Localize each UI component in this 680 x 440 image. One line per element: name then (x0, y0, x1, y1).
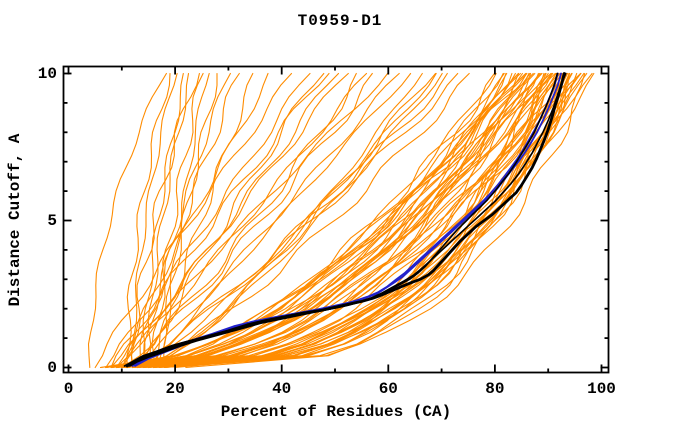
model-curve-16 (126, 72, 516, 369)
model-curve-39 (153, 72, 585, 369)
model-curve-78 (151, 72, 204, 369)
model-curve-70 (137, 72, 470, 369)
model-curve-53 (121, 72, 530, 369)
y-tick-label: 10 (37, 64, 57, 83)
y-tick-label: 0 (47, 358, 57, 377)
model-curve-30 (137, 72, 588, 369)
model-curve-71 (110, 72, 340, 369)
x-tick-label: 100 (587, 380, 616, 398)
model-curve-89 (94, 72, 293, 369)
model-curve-54 (174, 72, 582, 369)
model-curve-27 (126, 72, 531, 369)
model-curve-12 (163, 72, 593, 369)
model-curve-81 (147, 72, 190, 369)
model-curve-69 (121, 72, 389, 369)
x-tick-label: 0 (63, 380, 74, 398)
model-curve-72 (147, 72, 412, 369)
model-curve-65 (142, 72, 423, 369)
model-curve-14 (142, 72, 541, 369)
model-curve-11 (131, 72, 578, 369)
model-curve-13 (99, 72, 497, 369)
model-curve-34 (131, 72, 532, 369)
chart-title: T0959-D1 (297, 12, 383, 30)
x-tick-label: 80 (485, 380, 505, 398)
x-tick-label: 40 (272, 380, 292, 398)
model-curve-75 (142, 72, 325, 369)
model-curve-84 (126, 72, 171, 369)
model-curve-67 (105, 72, 311, 369)
model-curve-38 (126, 72, 495, 369)
model-curve-55 (131, 72, 557, 369)
model-curve-79 (131, 72, 178, 369)
x-axis-title: Percent of Residues (CA) (220, 403, 452, 421)
model-curve-56 (185, 72, 569, 369)
highlight-model-2 (134, 72, 562, 367)
model-curve-63 (126, 72, 373, 369)
model-curve-82 (137, 72, 240, 369)
model-curve-31 (121, 72, 547, 369)
best-model-thick (125, 72, 566, 368)
model-curve-57 (115, 72, 527, 369)
model-curve-74 (115, 72, 368, 369)
x-tick-label: 20 (165, 380, 185, 398)
model-curve-88 (121, 72, 269, 369)
model-curve-62 (147, 72, 443, 369)
model-curve-66 (131, 72, 459, 369)
model-curve-76 (131, 72, 437, 369)
y-tick-label: 5 (47, 211, 57, 230)
model-curve-22 (105, 72, 507, 369)
model-curve-85 (153, 72, 254, 369)
model-curve-50 (153, 72, 546, 369)
model-curve-77 (142, 72, 184, 369)
model-curve-46 (163, 72, 586, 369)
model-curve-90 (87, 72, 167, 369)
model-curve-51 (110, 72, 519, 369)
highlight-model-1 (131, 72, 559, 367)
model-curve-68 (153, 72, 437, 369)
model-curve-42 (121, 72, 554, 369)
plot-box (62, 65, 610, 374)
model-curve-36 (115, 72, 552, 369)
x-tick-label: 60 (378, 380, 398, 398)
model-curve-86 (142, 72, 231, 369)
model-curve-87 (130, 72, 200, 369)
